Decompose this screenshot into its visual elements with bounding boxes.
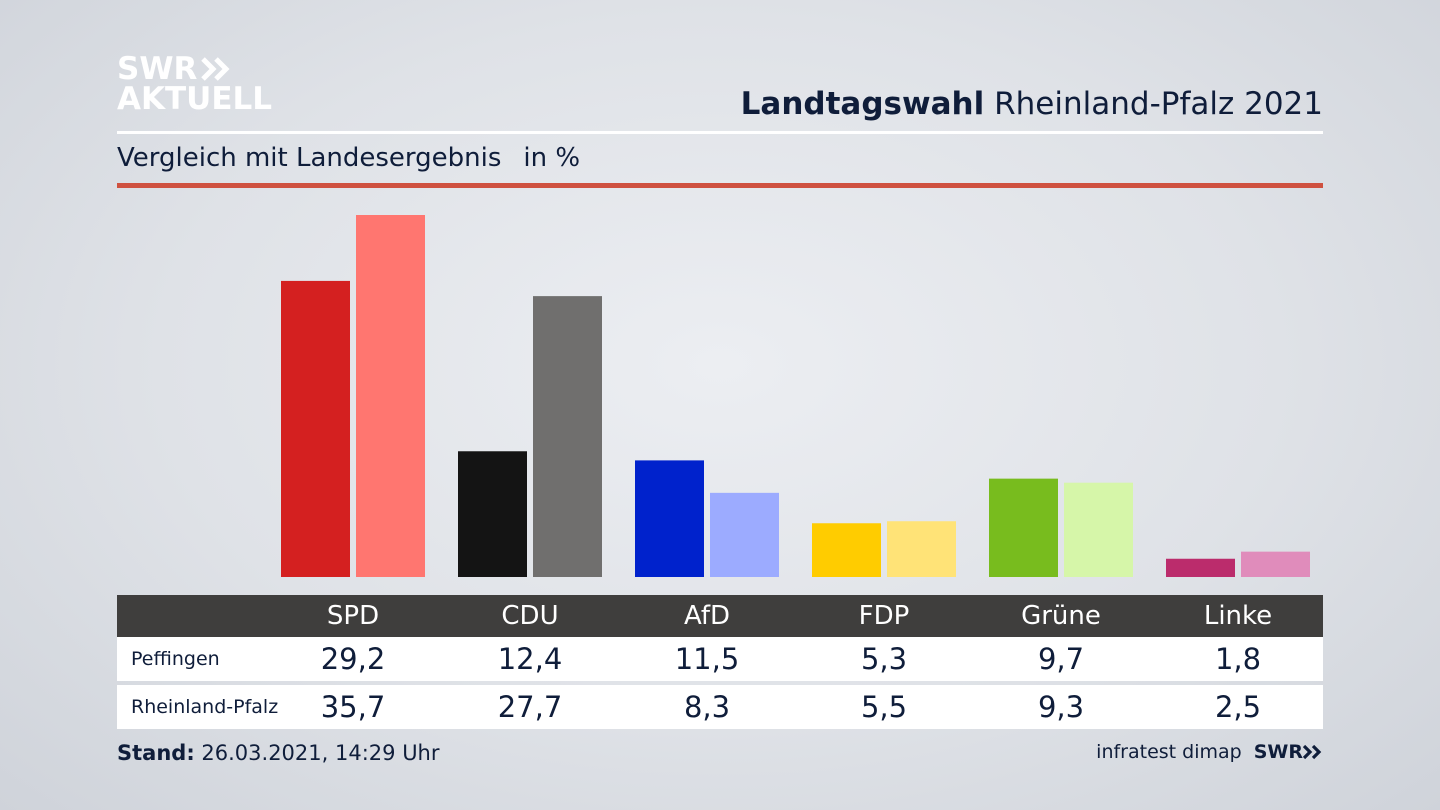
value-fdp-peffingen: 5,3 [860,642,908,676]
title-rest: Rheinland-Pfalz 2021 [994,86,1323,122]
subtitle-unit: in % [523,143,581,173]
value-gruene-rheinland-pfalz: 9,3 [1037,690,1085,724]
column-header-gruene: Grüne [1021,601,1101,631]
value-cdu-rheinland-pfalz: 27,7 [497,690,563,724]
bar-linke-rheinland-pfalz [1241,551,1310,577]
double-chevron-icon [201,57,231,81]
page-title: Landtagswahl Rheinland-Pfalz 2021 [741,86,1323,122]
bar-spd-peffingen [281,280,350,577]
bar-chart [281,215,1310,577]
bar-spd-rheinland-pfalz [356,215,425,577]
value-fdp-rheinland-pfalz: 5,5 [860,690,908,724]
stand-label: Stand: [117,741,195,765]
footer-brand: SWR [1253,741,1303,763]
table-row-peffingen: Peffingen 29,2 12,4 11,5 5,3 9,7 1,8 [117,637,1323,681]
table-header-row: SPD CDU AfD FDP Grüne Linke [117,595,1323,637]
column-header-cdu: CDU [501,601,559,631]
bar-cdu-peffingen [458,451,527,577]
source-credit: infratest dimap SWR [1096,741,1323,763]
bar-cdu-rheinland-pfalz [533,296,602,577]
value-linke-peffingen: 1,8 [1214,642,1262,676]
value-afd-rheinland-pfalz: 8,3 [683,690,731,724]
swr-aktuell-logo: SWR AKTUELL [117,51,273,117]
logo-line1: SWR [117,51,198,87]
accent-rule [117,183,1323,188]
bar-linke-peffingen [1166,558,1235,577]
bar-fdp-peffingen [812,523,881,577]
subtitle-text: Vergleich mit Landesergebnis [117,143,502,173]
bar-gruene-rheinland-pfalz [1064,482,1133,577]
value-spd-rheinland-pfalz: 35,7 [320,690,386,724]
value-spd-peffingen: 29,2 [320,642,386,676]
bar-afd-peffingen [635,460,704,577]
row-label-peffingen: Peffingen [131,648,220,670]
results-table: SPD CDU AfD FDP Grüne Linke Peffingen 29,2 12,… [117,595,1323,729]
stand-value: 26.03.2021, 14:29 Uhr [201,741,440,765]
column-header-afd: AfD [683,601,731,631]
bar-afd-rheinland-pfalz [710,492,779,577]
table-row-rheinland-pfalz: Rheinland-Pfalz 35,7 27,7 8,3 5,5 9,3 2,5 [117,685,1323,729]
header-divider [117,131,1323,134]
bar-fdp-rheinland-pfalz [887,521,956,577]
title-bold: Landtagswahl [740,86,985,122]
value-cdu-peffingen: 12,4 [497,642,563,676]
bar-gruene-peffingen [989,478,1058,577]
value-afd-peffingen: 11,5 [674,642,740,676]
row-label-rheinland-pfalz: Rheinland-Pfalz [131,696,279,718]
value-gruene-peffingen: 9,7 [1037,642,1085,676]
column-header-spd: SPD [326,601,380,631]
timestamp: Stand: 26.03.2021, 14:29 Uhr [117,741,440,765]
column-header-fdp: FDP [858,601,910,631]
footer-swr-logo: SWR [1254,741,1323,763]
chart-subtitle: Vergleich mit Landesergebnis in % [117,143,580,173]
value-linke-rheinland-pfalz: 2,5 [1214,690,1262,724]
column-header-linke: Linke [1203,601,1273,631]
footer-chevron-icon [1303,744,1322,760]
logo-line2: AKTUELL [117,81,273,117]
source-text: infratest dimap [1096,741,1242,763]
